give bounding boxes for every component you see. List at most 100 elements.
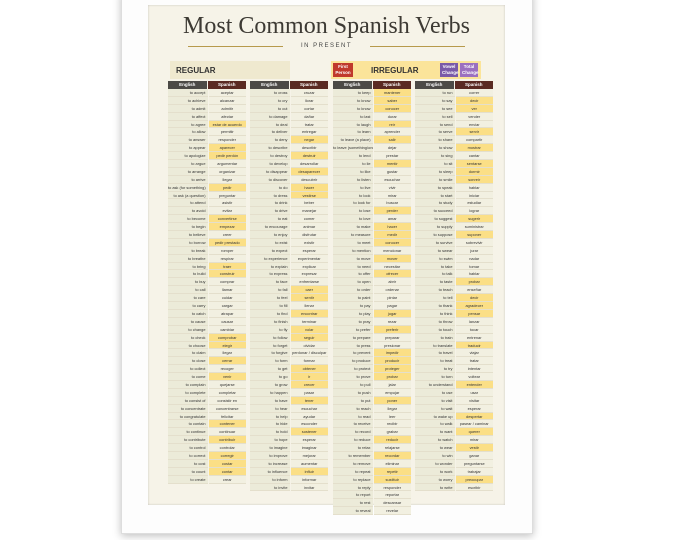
verb-row: to prepare preparar [333, 333, 411, 342]
verb-row: to wonder preguntarse [415, 459, 493, 468]
spanish-verb: salir [373, 136, 411, 145]
spanish-verb: desaparecer [290, 167, 328, 176]
english-verb: to come [168, 373, 208, 381]
spanish-verb: cruzar [290, 89, 328, 97]
verb-row: to work trabajar [415, 467, 493, 476]
english-verb: to invite [250, 483, 290, 492]
english-verb: to sell [415, 112, 455, 121]
verb-row: to express expresar [250, 270, 328, 279]
english-verb: to reduce [333, 436, 373, 445]
verb-row: to allow permitir [168, 128, 246, 137]
spanish-verb: jugar [373, 309, 411, 318]
english-verb: to live [333, 183, 373, 192]
verb-row: to achieve alcanzar [168, 96, 246, 105]
english-verb: to experience [250, 254, 290, 263]
verb-row: to influence influir [250, 467, 328, 476]
verb-row: to put poner [333, 396, 411, 405]
verb-row: to sit sentarse [415, 160, 493, 168]
verb-row: to win ganar [415, 451, 493, 460]
spanish-verb: corregir [208, 451, 246, 460]
verb-row: to check comprobar [168, 333, 246, 342]
verb-row: to thank agradecer [415, 302, 493, 310]
spanish-verb: vestir [455, 444, 493, 452]
verb-row: to visit visitar [415, 396, 493, 405]
spanish-verb: pedir [208, 183, 246, 192]
spanish-verb: llorar [290, 96, 328, 105]
english-verb: to see [415, 104, 455, 113]
verb-row: to develop desarrollar [250, 160, 328, 168]
spanish-verb: vender [455, 112, 493, 121]
spanish-verb: aprender [373, 128, 411, 137]
english-verb: to wonder [415, 459, 455, 468]
verb-row: to collect recoger [168, 365, 246, 374]
spanish-verb: mirar [373, 191, 411, 200]
english-verb: to think [415, 309, 455, 318]
verb-row: to push empujar [333, 388, 411, 397]
english-verb: to breathe [168, 254, 208, 263]
verb-row: to treat tratar [415, 357, 493, 366]
verb-row: to start iniciar [415, 191, 493, 200]
verb-row: to suggest sugerir [415, 215, 493, 224]
spanish-verb: repetir [373, 467, 411, 476]
verb-row: to ask (for something) pedir [168, 183, 246, 192]
spanish-verb: preguntarse [455, 459, 493, 468]
english-verb: to try [415, 365, 455, 374]
english-verb: to forgive [250, 349, 290, 358]
spanish-verb: elegir [208, 341, 246, 350]
english-verb: to supply [415, 223, 455, 232]
spanish-verb: reír [373, 120, 411, 129]
spanish-verb: costar [208, 459, 246, 468]
spanish-verb: estudiar [455, 199, 493, 208]
english-verb: to check [168, 333, 208, 342]
verb-column: English Spanish to run correr to say decir to … [415, 81, 493, 492]
verb-row: to find encontrar [250, 309, 328, 318]
verb-row: to damage dañar [250, 112, 328, 121]
english-verb: to visit [415, 396, 455, 405]
english-verb: to swim [415, 254, 455, 263]
spanish-verb: pedir prestado [208, 238, 246, 247]
spanish-verb: afectar [208, 112, 246, 121]
english-verb: to wear [415, 444, 455, 452]
spanish-verb: experimentar [290, 254, 328, 263]
english-verb: to reveal [333, 507, 373, 516]
spanish-verb: pagar [373, 302, 411, 310]
english-verb: to imagine [250, 444, 290, 452]
english-verb: to look for [333, 199, 373, 208]
verb-row: to do hacer [250, 183, 328, 192]
spanish-verb: contribuir [208, 436, 246, 445]
spanish-verb: ganar [455, 451, 493, 460]
legend-label: IRREGULAR [371, 65, 419, 75]
english-verb: to affect [168, 112, 208, 121]
verb-row: to appear aparecer [168, 144, 246, 153]
spanish-verb: enfrentarse [290, 278, 328, 287]
spanish-verb: responder [373, 483, 411, 492]
verb-row: to see ver [415, 104, 493, 113]
verb-row: to lend prestar [333, 152, 411, 161]
spanish-verb: expresar [290, 270, 328, 279]
english-verb: to finish [250, 317, 290, 326]
spanish-verb: crear [208, 475, 246, 484]
verb-row: to inform informar [250, 475, 328, 484]
spanish-verb: sonreír [455, 175, 493, 184]
spanish-verb: aparecer [208, 144, 246, 153]
spanish-verb: vivir [373, 183, 411, 192]
column-header: English Spanish [333, 81, 411, 89]
verb-row: to get obtener [250, 365, 328, 374]
english-verb: to hide [250, 420, 290, 429]
english-verb: to achieve [168, 96, 208, 105]
verb-row: to pray rezar [333, 317, 411, 326]
verb-row: to fill llenar [250, 302, 328, 310]
spanish-verb: sentarse [455, 160, 493, 168]
spanish-verb: esconder [290, 420, 328, 429]
spanish-verb: enseñar [455, 286, 493, 295]
verb-row: to increase aumentar [250, 459, 328, 468]
verb-row: to understand entender [415, 380, 493, 389]
spanish-verb: tocar [455, 325, 493, 334]
spanish-verb: trabajar [455, 467, 493, 476]
verb-row: to experience experimentar [250, 254, 328, 263]
spanish-verb: llegar [208, 175, 246, 184]
verb-row: to say decir [415, 96, 493, 105]
english-verb: to help [250, 412, 290, 421]
verb-row: to last durar [333, 112, 411, 121]
english-verb: to share [415, 136, 455, 145]
